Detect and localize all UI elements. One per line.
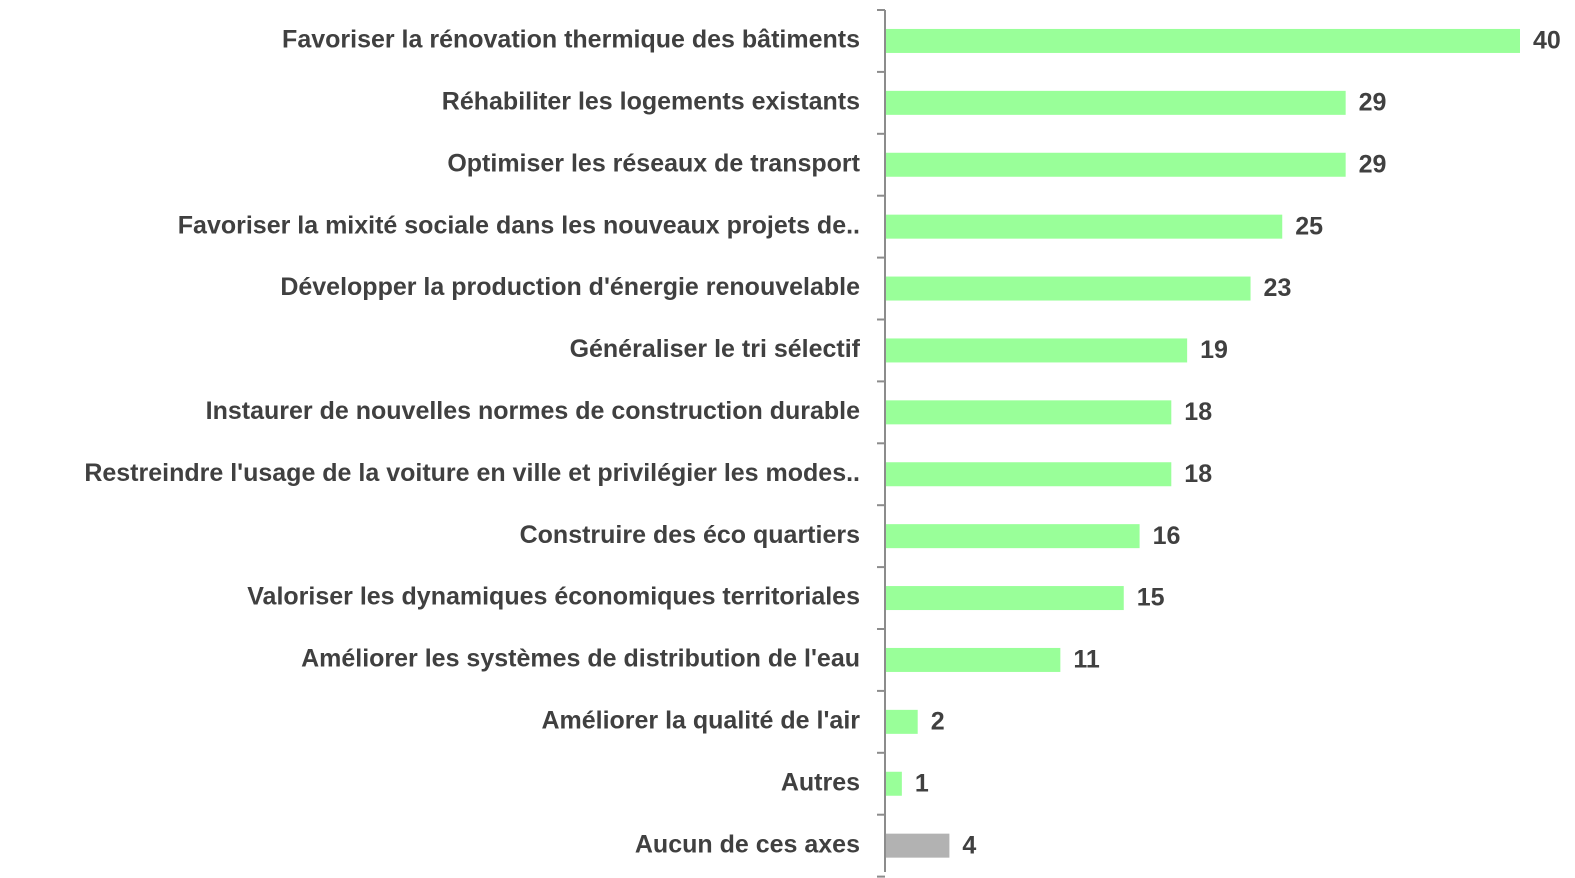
value-label: 25: [1295, 212, 1323, 240]
value-label: 19: [1200, 336, 1228, 364]
value-label: 40: [1533, 27, 1561, 55]
category-label: Construire des éco quartiers: [520, 521, 860, 549]
value-label: 18: [1184, 398, 1212, 426]
bar: [886, 586, 1124, 611]
category-label: Développer la production d'énergie renou…: [280, 273, 860, 301]
value-label: 18: [1184, 460, 1212, 488]
category-label: Favoriser la mixité sociale dans les nou…: [178, 211, 860, 239]
bar: [886, 524, 1140, 549]
value-label: 1: [915, 769, 929, 797]
bar: [886, 276, 1251, 301]
value-label: 29: [1359, 150, 1387, 178]
bar: [886, 833, 950, 858]
bar: [886, 400, 1172, 425]
category-label: Valoriser les dynamiques économiques ter…: [247, 583, 860, 611]
category-label: Favoriser la rénovation thermique des bâ…: [282, 26, 860, 54]
value-label: 2: [931, 707, 945, 735]
value-label: 29: [1359, 88, 1387, 116]
bar: [886, 338, 1188, 363]
bar: [886, 771, 902, 796]
category-label: Restreindre l'usage de la voiture en vil…: [84, 459, 860, 487]
bar: [886, 214, 1283, 239]
category-label: Réhabiliter les logements existants: [442, 87, 860, 115]
category-label: Généraliser le tri sélectif: [570, 335, 861, 363]
bar: [886, 90, 1346, 115]
bar: [886, 709, 918, 734]
category-label: Optimiser les réseaux de transport: [447, 149, 860, 177]
value-label: 16: [1153, 522, 1181, 550]
value-label: 11: [1073, 646, 1100, 674]
bar: [886, 152, 1346, 177]
value-label: 4: [962, 831, 976, 859]
category-label: Instaurer de nouvelles normes de constru…: [206, 397, 860, 425]
category-label: Améliorer les systèmes de distribution d…: [301, 645, 860, 673]
bar: [886, 462, 1172, 487]
category-label: Améliorer la qualité de l'air: [541, 706, 860, 734]
category-label: Autres: [781, 768, 860, 796]
bar: [886, 647, 1061, 672]
value-label: 15: [1137, 584, 1165, 612]
bar: [886, 28, 1520, 53]
category-label: Aucun de ces axes: [635, 830, 860, 858]
value-label: 23: [1264, 274, 1292, 302]
